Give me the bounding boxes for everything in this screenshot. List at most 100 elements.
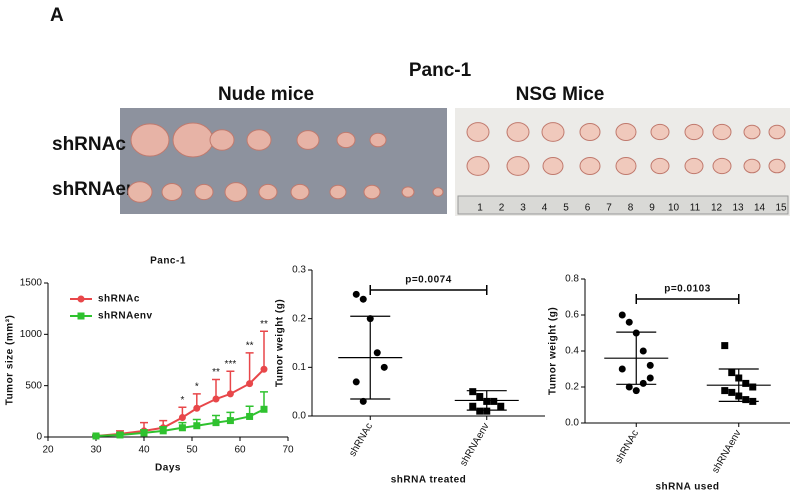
tumor <box>542 157 564 175</box>
y-tick-label: 0.3 <box>292 265 306 276</box>
ruler-label: 7 <box>606 203 612 214</box>
point <box>178 413 186 421</box>
tumor <box>194 183 214 201</box>
ruler-label: 12 <box>711 203 723 214</box>
tumor <box>258 183 278 201</box>
point <box>359 397 367 405</box>
point <box>116 431 124 439</box>
legend-label: shRNAc <box>98 294 140 305</box>
point <box>246 380 254 388</box>
tumor <box>579 123 601 141</box>
tumor <box>768 158 786 174</box>
x-tick-label: 50 <box>186 445 198 456</box>
significance: * <box>195 382 199 393</box>
x-tick-label: shRNAenv <box>710 428 743 475</box>
y-tick-label: 0.6 <box>565 310 579 321</box>
row-label: shRNAenv <box>52 179 149 200</box>
error-bar <box>718 368 759 402</box>
point <box>728 388 736 396</box>
significance: ** <box>260 319 268 330</box>
x-tick-label: shRNAc <box>613 428 641 465</box>
ruler-label: 8 <box>628 203 634 214</box>
significance: *** <box>225 359 237 370</box>
error-bar <box>226 370 235 394</box>
photo-title: Panc-1 <box>409 60 472 81</box>
y-tick-label: 0.0 <box>565 418 579 429</box>
error-bar <box>260 330 268 370</box>
point <box>721 342 729 350</box>
tumor <box>161 183 183 201</box>
x-tick-label: 60 <box>234 445 246 456</box>
ruler-label: 9 <box>649 203 655 214</box>
tumor <box>712 123 732 141</box>
point <box>380 363 388 371</box>
significance-bracket <box>369 285 488 295</box>
error-bar <box>616 331 657 385</box>
tumor <box>130 123 170 157</box>
tumor <box>712 157 732 175</box>
ruler-label: 14 <box>754 203 766 214</box>
tumor <box>127 181 153 203</box>
error-bar <box>350 315 391 400</box>
tumor <box>743 158 761 174</box>
x-axis-label: shRNA treated <box>391 475 467 486</box>
point <box>618 365 626 373</box>
point <box>140 429 148 437</box>
point <box>632 387 640 395</box>
tumor <box>466 156 490 176</box>
y-tick-label: 0.2 <box>292 313 306 324</box>
point <box>646 374 654 382</box>
y-tick-label: 0.1 <box>292 362 306 373</box>
tumor <box>224 182 248 202</box>
point <box>159 427 167 435</box>
x-axis-label: shRNA used <box>655 482 719 491</box>
point <box>476 393 484 401</box>
tumor <box>296 130 320 150</box>
point <box>359 295 367 303</box>
ruler-label: 10 <box>668 203 680 214</box>
y-tick-label: 500 <box>25 380 42 391</box>
tumor <box>541 122 565 142</box>
point <box>178 424 186 432</box>
point <box>728 369 736 377</box>
chart-title: Panc-1 <box>150 256 186 267</box>
tumor <box>615 157 637 175</box>
tumor <box>336 131 356 149</box>
y-tick-label: 1000 <box>20 329 43 340</box>
tumor <box>466 122 490 142</box>
point <box>92 432 100 440</box>
point <box>373 349 381 357</box>
line <box>95 408 265 437</box>
tumor <box>329 184 347 200</box>
tumor <box>506 122 530 142</box>
ruler <box>457 195 789 215</box>
error-bar <box>245 352 254 384</box>
ruler-label: 13 <box>732 203 744 214</box>
tumor <box>684 123 704 141</box>
y-axis-label: Tumor weight (g) <box>548 307 559 395</box>
point <box>193 404 201 412</box>
point <box>260 405 268 413</box>
point <box>469 402 477 410</box>
tumor <box>172 122 214 158</box>
significance: ** <box>212 367 220 378</box>
point <box>742 379 750 387</box>
tumor <box>246 129 272 151</box>
ruler-label: 3 <box>520 203 526 214</box>
point <box>497 402 505 410</box>
ruler-label: 11 <box>690 203 701 214</box>
tumor <box>432 187 444 197</box>
point <box>742 396 750 404</box>
x-tick-label: shRNAenv <box>458 421 491 468</box>
x-tick-label: shRNAc <box>347 421 375 458</box>
point <box>226 390 234 398</box>
row-label: shRNAc <box>52 134 126 155</box>
p-value: p=0.0074 <box>405 275 452 286</box>
point <box>483 407 491 415</box>
x-tick-label: 70 <box>282 445 294 456</box>
point <box>639 379 647 387</box>
tumor <box>290 183 310 201</box>
tumor <box>401 186 415 198</box>
tumor <box>209 129 235 151</box>
point <box>476 407 484 415</box>
